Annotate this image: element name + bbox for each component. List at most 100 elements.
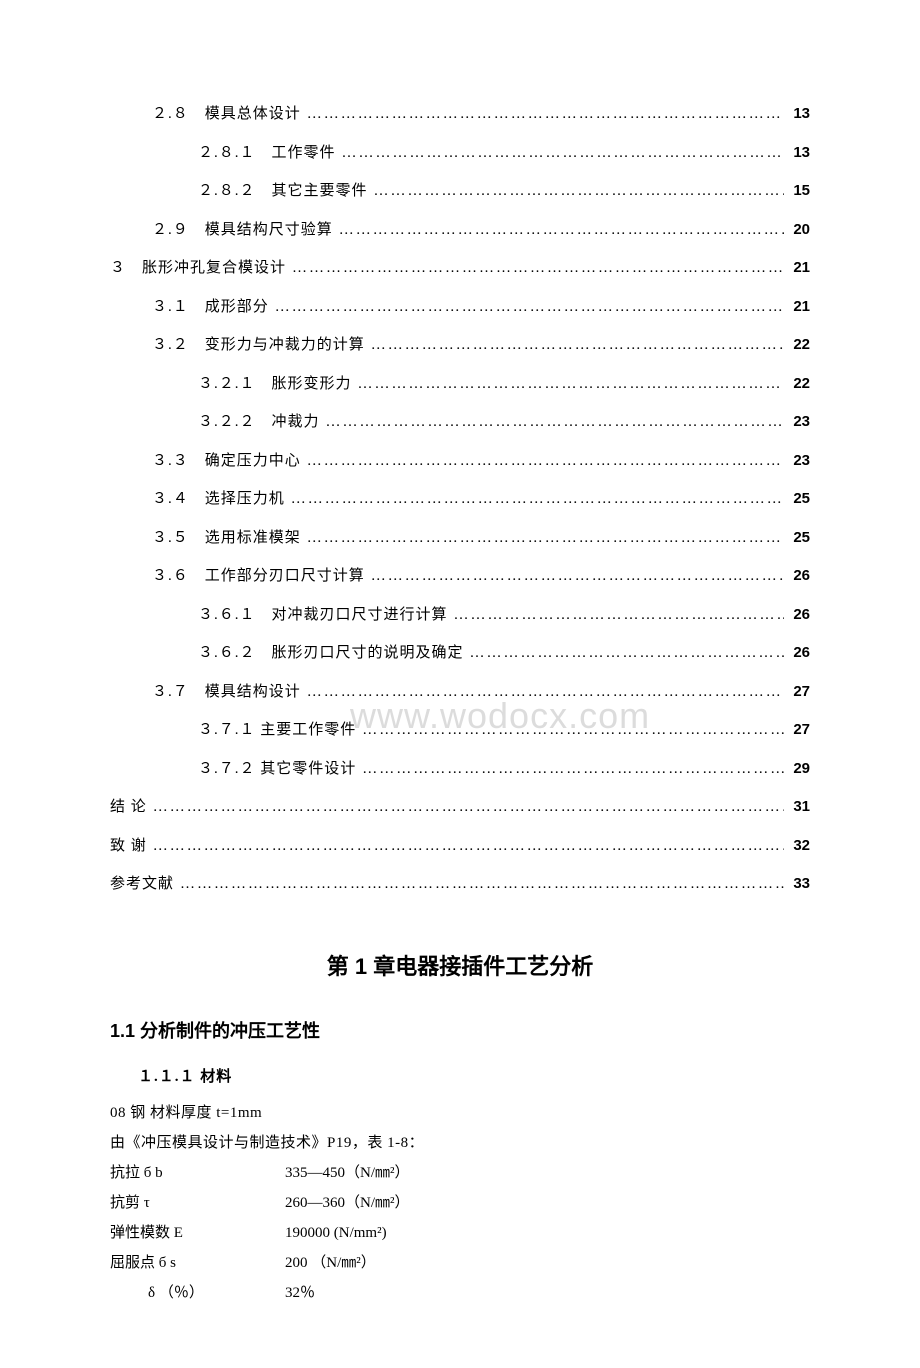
toc-label: ３.５ 选用标准模架 bbox=[152, 524, 301, 553]
property-label: 弹性模数 E bbox=[110, 1218, 285, 1248]
toc-page-number: 22 bbox=[790, 370, 810, 399]
toc-entry: ３.７.１ 主要工作零件 27 bbox=[110, 716, 810, 745]
toc-page-number: 15 bbox=[790, 177, 810, 206]
toc-leader-dots bbox=[301, 447, 790, 476]
toc-page-number: 29 bbox=[790, 755, 810, 784]
toc-leader-dots bbox=[301, 678, 790, 707]
toc-entry: ３.７ 模具结构设计27 bbox=[110, 678, 810, 707]
property-row: 弹性模数 E190000 (N/mm²) bbox=[110, 1218, 810, 1248]
toc-page-number: 21 bbox=[790, 293, 810, 322]
toc-leader-dots bbox=[333, 216, 790, 245]
toc-leader-dots bbox=[301, 100, 790, 129]
property-row: 抗拉 б b335—450（N/㎜²） bbox=[110, 1158, 810, 1188]
toc-page-number: 21 bbox=[790, 254, 810, 283]
toc-entry: ３.２ 变形力与冲裁力的计算 22 bbox=[110, 331, 810, 360]
toc-entry: ３.３ 确定压力中心 23 bbox=[110, 447, 810, 476]
toc-entry: 参考文献 33 bbox=[110, 870, 810, 899]
toc-entry: ３.２.２ 冲裁力 23 bbox=[110, 408, 810, 437]
toc-label: ３.７ 模具结构设计 bbox=[152, 678, 301, 707]
material-line: 08 钢 材料厚度 t=1mm bbox=[110, 1098, 810, 1128]
toc-leader-dots bbox=[320, 408, 790, 437]
toc-leader-dots bbox=[356, 716, 790, 745]
toc-entry: ３.６.２ 胀形刃口尺寸的说明及确定 26 bbox=[110, 639, 810, 668]
toc-label: ３.２ 变形力与冲裁力的计算 bbox=[152, 331, 365, 360]
toc-page-number: 25 bbox=[790, 485, 810, 514]
toc-leader-dots bbox=[464, 639, 790, 668]
toc-leader-dots bbox=[365, 331, 790, 360]
toc-label: ３.１ 成形部分 bbox=[152, 293, 269, 322]
toc-page-number: 23 bbox=[790, 447, 810, 476]
toc-label: 参考文献 bbox=[110, 870, 174, 899]
toc-entry: ３.４ 选择压力机 25 bbox=[110, 485, 810, 514]
toc-leader-dots bbox=[301, 524, 790, 553]
chapter-title: 第 1 章电器接插件工艺分析 bbox=[110, 949, 810, 981]
material-properties: 抗拉 б b335—450（N/㎜²）抗剪 τ260—360（N/㎜²）弹性模数… bbox=[110, 1158, 810, 1278]
table-of-contents: ２.８ 模具总体设计13２.８.１ 工作零件13２.８.２ 其它主要零件15２.… bbox=[110, 100, 810, 899]
property-row: 屈服点 б s200 （N/㎜²） bbox=[110, 1248, 810, 1278]
reference-line: 由《冲压模具设计与制造技术》P19，表 1-8： bbox=[110, 1128, 810, 1158]
property-label: δ （％） bbox=[148, 1278, 285, 1308]
toc-page-number: 26 bbox=[790, 601, 810, 630]
toc-entry: 致 谢 32 bbox=[110, 832, 810, 861]
toc-page-number: 13 bbox=[790, 100, 810, 129]
toc-label: 结 论 bbox=[110, 793, 147, 822]
toc-leader-dots bbox=[356, 755, 790, 784]
toc-page-number: 26 bbox=[790, 639, 810, 668]
toc-page-number: 25 bbox=[790, 524, 810, 553]
toc-label: ３.７.１ 主要工作零件 bbox=[198, 716, 356, 745]
toc-page-number: 20 bbox=[790, 216, 810, 245]
toc-label: ３.７.２ 其它零件设计 bbox=[198, 755, 356, 784]
toc-label: ３.６.１ 对冲裁刃口尺寸进行计算 bbox=[198, 601, 448, 630]
toc-leader-dots bbox=[368, 177, 790, 206]
toc-label: ３.２.２ 冲裁力 bbox=[198, 408, 320, 437]
toc-entry: ３.６ 工作部分刃口尺寸计算 26 bbox=[110, 562, 810, 591]
toc-entry: ２.８ 模具总体设计 13 bbox=[110, 100, 810, 129]
toc-label: ３.２.１ 胀形变形力 bbox=[198, 370, 352, 399]
property-value: 260—360（N/㎜²） bbox=[285, 1188, 810, 1218]
toc-label: ２.８.２ 其它主要零件 bbox=[198, 177, 368, 206]
property-value: 200 （N/㎜²） bbox=[285, 1248, 810, 1278]
toc-entry: ３.２.１ 胀形变形力 22 bbox=[110, 370, 810, 399]
toc-entry: ３.５ 选用标准模架 25 bbox=[110, 524, 810, 553]
toc-leader-dots bbox=[286, 254, 790, 283]
toc-entry: 结 论 31 bbox=[110, 793, 810, 822]
toc-label: ２.９ 模具结构尺寸验算 bbox=[152, 216, 333, 245]
toc-entry: ２.９ 模具结构尺寸验算 20 bbox=[110, 216, 810, 245]
toc-page-number: 33 bbox=[790, 870, 810, 899]
toc-page-number: 22 bbox=[790, 331, 810, 360]
toc-leader-dots bbox=[269, 293, 790, 322]
toc-leader-dots bbox=[147, 832, 790, 861]
property-row: 抗剪 τ260—360（N/㎜²） bbox=[110, 1188, 810, 1218]
property-value: 32％ bbox=[285, 1278, 810, 1308]
toc-label: ３.３ 确定压力中心 bbox=[152, 447, 301, 476]
toc-entry: ３.１ 成形部分 21 bbox=[110, 293, 810, 322]
toc-leader-dots bbox=[174, 870, 790, 899]
toc-page-number: 31 bbox=[790, 793, 810, 822]
toc-entry: ３ 胀形冲孔复合模设计 21 bbox=[110, 254, 810, 283]
toc-page-number: 32 bbox=[790, 832, 810, 861]
toc-leader-dots bbox=[352, 370, 790, 399]
toc-page-number: 26 bbox=[790, 562, 810, 591]
section-title: 1.1 分析制件的冲压工艺性 bbox=[110, 1017, 810, 1043]
toc-label: ３.６.２ 胀形刃口尺寸的说明及确定 bbox=[198, 639, 464, 668]
property-value: 190000 (N/mm²) bbox=[285, 1218, 810, 1248]
toc-label: ３ 胀形冲孔复合模设计 bbox=[110, 254, 286, 283]
toc-label: ３.６ 工作部分刃口尺寸计算 bbox=[152, 562, 365, 591]
toc-label: ３.４ 选择压力机 bbox=[152, 485, 285, 514]
toc-label: ２.８.１ 工作零件 bbox=[198, 139, 336, 168]
toc-label: ２.８ 模具总体设计 bbox=[152, 100, 301, 129]
toc-leader-dots bbox=[147, 793, 790, 822]
toc-page-number: 23 bbox=[790, 408, 810, 437]
toc-entry: ２.８.２ 其它主要零件 15 bbox=[110, 177, 810, 206]
property-row: δ （％） 32％ bbox=[110, 1278, 810, 1308]
toc-page-number: 13 bbox=[790, 139, 810, 168]
toc-leader-dots bbox=[336, 139, 790, 168]
toc-page-number: 27 bbox=[790, 716, 810, 745]
toc-label: 致 谢 bbox=[110, 832, 147, 861]
toc-entry: ３.６.１ 对冲裁刃口尺寸进行计算 26 bbox=[110, 601, 810, 630]
property-label: 抗拉 б b bbox=[110, 1158, 285, 1188]
property-label: 屈服点 б s bbox=[110, 1248, 285, 1278]
toc-leader-dots bbox=[448, 601, 790, 630]
toc-entry: ３.７.２ 其它零件设计 29 bbox=[110, 755, 810, 784]
toc-leader-dots bbox=[365, 562, 790, 591]
